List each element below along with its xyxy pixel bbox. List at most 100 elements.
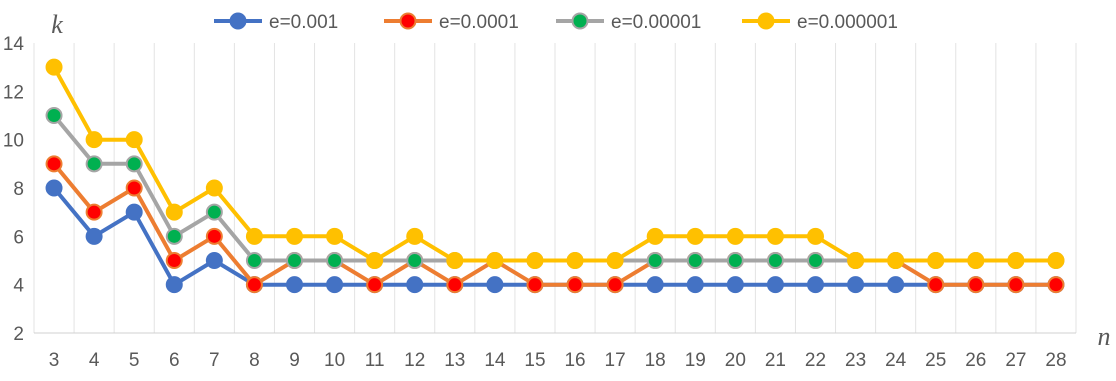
data-point <box>45 107 63 124</box>
series-4 <box>45 58 1065 269</box>
data-point <box>366 252 384 269</box>
x-tick-label: 27 <box>1005 350 1026 371</box>
data-point <box>245 252 263 269</box>
x-tick-label: 7 <box>209 350 220 371</box>
x-tick-label: 5 <box>129 350 140 371</box>
data-point <box>566 252 584 269</box>
data-point <box>165 252 183 269</box>
legend: e=0.001 e=0.0001 e=0.00001 e=0.000001 <box>214 12 898 33</box>
legend-label: e=0.00001 <box>611 12 701 33</box>
legend-item-4: e=0.000001 <box>742 12 898 33</box>
data-point <box>406 252 424 269</box>
x-tick-label: 8 <box>249 350 260 371</box>
data-point <box>766 227 784 245</box>
data-point <box>165 276 183 294</box>
x-tick-label: 28 <box>1045 350 1066 371</box>
data-point <box>686 227 704 245</box>
data-point <box>45 58 63 76</box>
gridlines <box>33 43 1077 333</box>
x-tick-label: 11 <box>365 350 385 371</box>
data-point <box>1047 276 1065 294</box>
data-point <box>847 276 865 294</box>
x-tick-label: 3 <box>49 350 60 371</box>
data-point <box>165 203 183 221</box>
x-tick-label: 15 <box>524 350 545 371</box>
y-tick-label: 4 <box>13 276 24 297</box>
data-point <box>286 227 303 245</box>
y-tick-label: 12 <box>3 82 24 103</box>
data-point <box>326 227 344 245</box>
data-point <box>606 252 624 269</box>
data-point <box>766 276 784 294</box>
data-point <box>205 252 223 269</box>
data-point <box>927 252 945 269</box>
data-point <box>205 227 223 245</box>
data-point <box>967 252 985 269</box>
y-axis-title: k <box>51 10 63 39</box>
data-point <box>766 252 784 269</box>
data-point <box>927 276 945 294</box>
data-point <box>205 179 223 197</box>
y-tick-label: 8 <box>13 179 24 200</box>
x-tick-label: 10 <box>324 350 345 371</box>
legend-label: e=0.0001 <box>439 12 519 33</box>
x-tick-label: 17 <box>605 350 626 371</box>
legend-label: e=0.000001 <box>797 12 898 33</box>
data-point <box>1047 252 1065 269</box>
data-point <box>286 252 303 269</box>
data-point <box>326 276 344 294</box>
data-point <box>967 276 985 294</box>
legend-item-1: e=0.001 <box>214 12 338 33</box>
data-point <box>286 276 303 294</box>
legend-label: e=0.001 <box>269 12 338 33</box>
data-point <box>125 155 143 173</box>
data-point <box>646 252 664 269</box>
y-tick-label: 6 <box>13 227 24 248</box>
y-tick-label: 10 <box>3 131 24 152</box>
data-point <box>526 276 544 294</box>
data-point <box>686 276 704 294</box>
data-point <box>446 252 464 269</box>
data-point <box>125 131 143 149</box>
data-point <box>726 227 744 245</box>
data-point <box>165 227 183 245</box>
legend-marker <box>399 12 417 30</box>
x-tick-label: 13 <box>444 350 465 371</box>
x-tick-label: 9 <box>289 350 300 371</box>
data-point <box>45 179 63 197</box>
data-point <box>486 252 504 269</box>
data-point <box>807 227 824 245</box>
data-point <box>887 276 905 294</box>
x-tick-label: 18 <box>645 350 666 371</box>
x-tick-label: 23 <box>845 350 866 371</box>
data-point <box>446 276 464 294</box>
legend-marker <box>571 12 589 30</box>
data-point <box>245 227 263 245</box>
x-tick-label: 26 <box>965 350 986 371</box>
x-tick-label: 19 <box>685 350 706 371</box>
data-point <box>1007 252 1025 269</box>
data-point <box>726 252 744 269</box>
x-tick-label: 22 <box>805 350 826 371</box>
x-tick-label: 6 <box>169 350 180 371</box>
data-point <box>85 227 103 245</box>
x-tick-label: 21 <box>765 350 786 371</box>
data-point <box>646 276 664 294</box>
x-axis-title: n <box>1098 322 1111 351</box>
data-point <box>686 252 704 269</box>
data-point <box>366 276 384 294</box>
data-point <box>205 203 223 221</box>
data-point <box>1007 276 1025 294</box>
data-point <box>125 203 143 221</box>
x-tick-label: 25 <box>925 350 946 371</box>
data-point <box>406 276 424 294</box>
x-tick-label: 4 <box>89 350 100 371</box>
x-tick-label: 24 <box>885 350 907 371</box>
legend-marker <box>757 12 775 30</box>
data-point <box>807 252 824 269</box>
data-point <box>85 155 103 173</box>
data-point <box>85 131 103 149</box>
